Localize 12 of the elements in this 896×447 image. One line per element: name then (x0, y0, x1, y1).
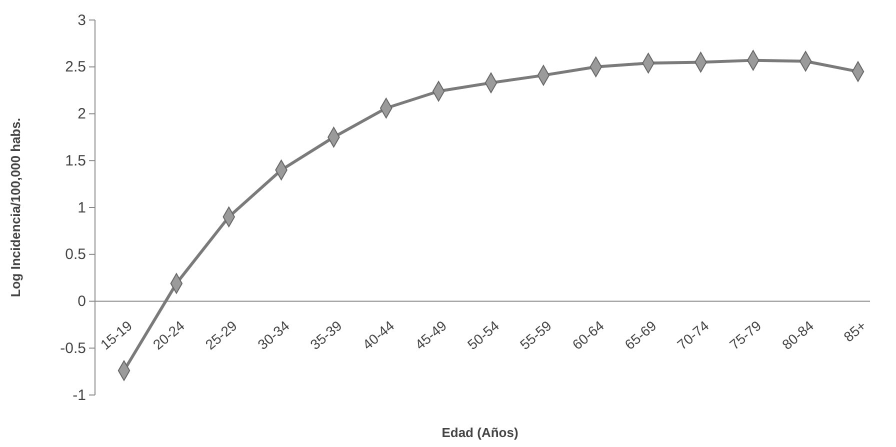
y-tick-label: -0.5 (60, 340, 86, 357)
x-axis-title: Edad (Años) (442, 425, 518, 440)
y-tick-label: 2.5 (65, 58, 86, 76)
y-tick-label: 0 (78, 293, 86, 310)
y-tick-label: -1 (72, 386, 86, 404)
y-tick-label: 2 (78, 106, 86, 123)
x-tick-label: 85+ (840, 317, 870, 345)
y-tick-label: 3 (78, 12, 86, 29)
y-tick-label: 0.5 (65, 246, 86, 264)
y-axis-title: Log Incidencia/100,000 habs. (8, 118, 23, 298)
y-tick-label: 1 (78, 199, 86, 216)
y-tick-label: 1.5 (65, 152, 86, 170)
